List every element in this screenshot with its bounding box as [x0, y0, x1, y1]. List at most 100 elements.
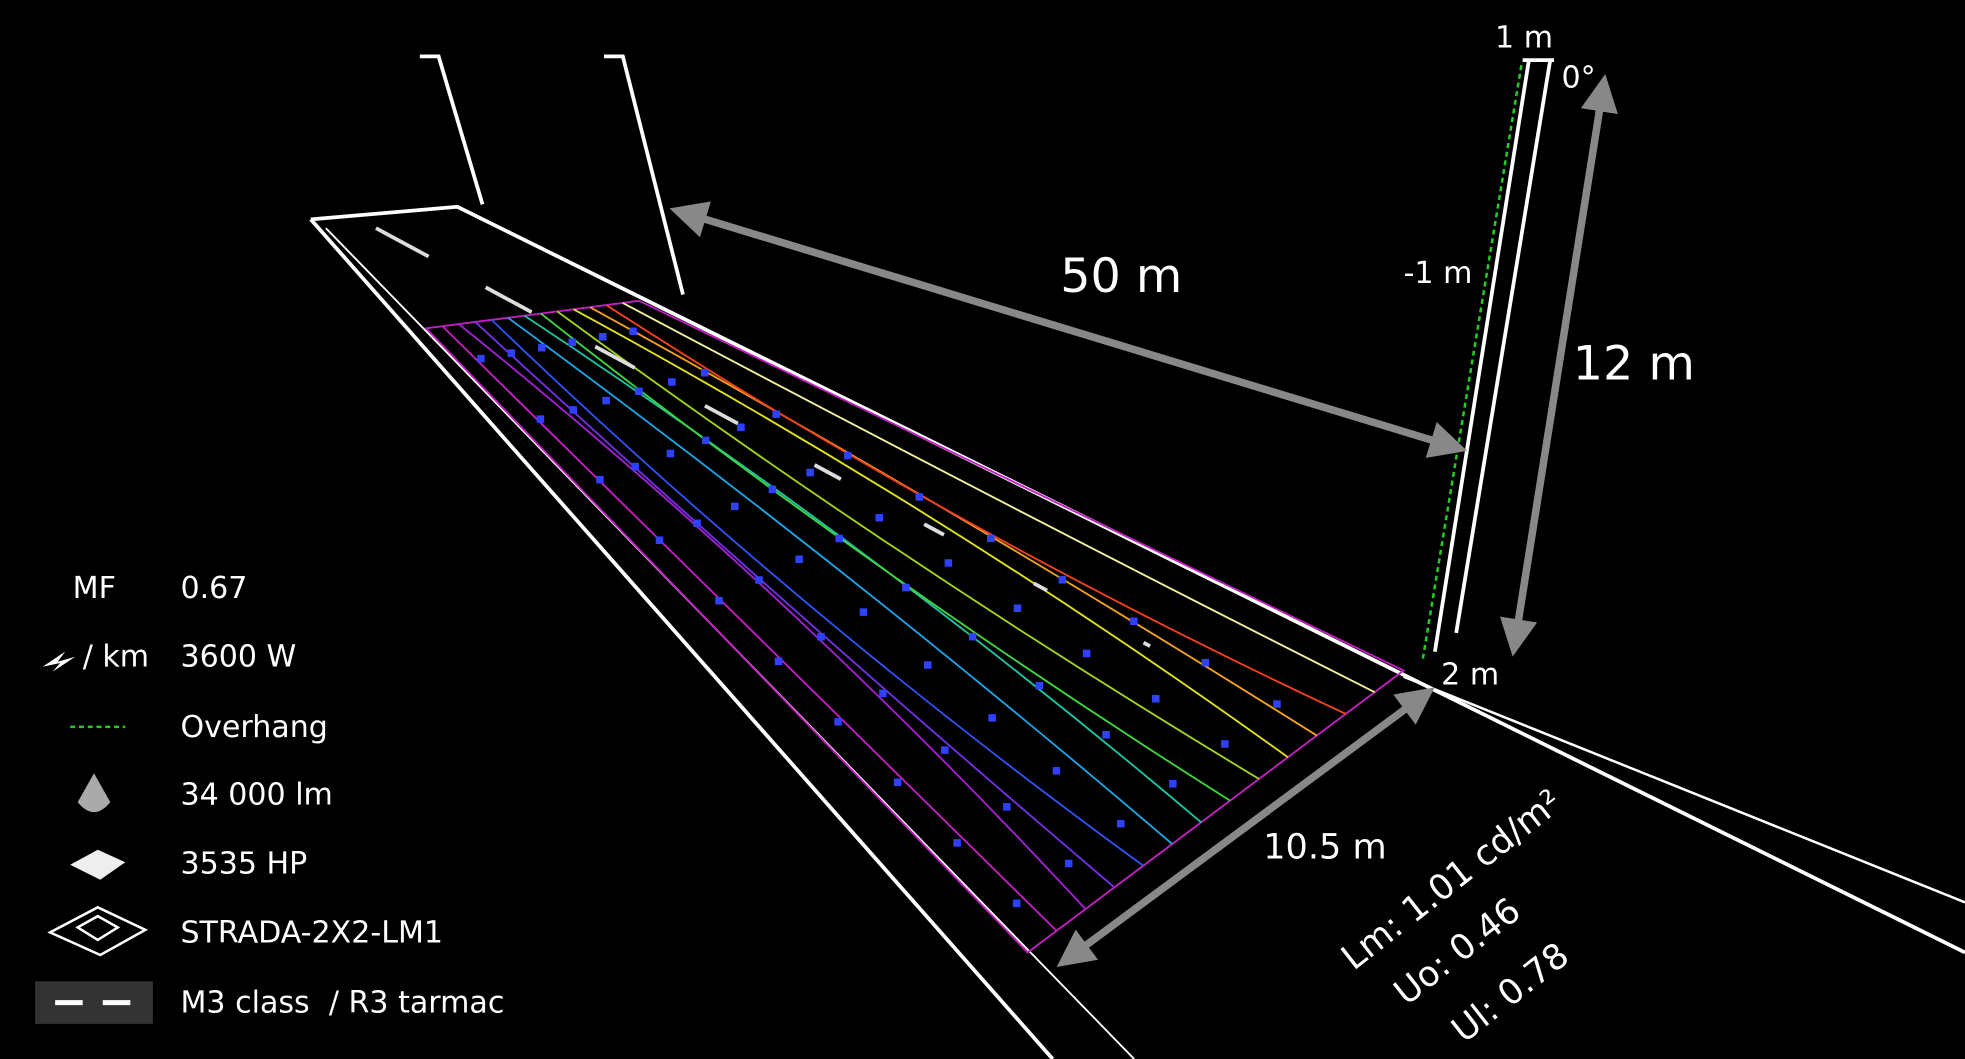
calculation-grid — [424, 299, 1406, 954]
grid-point — [774, 657, 783, 666]
grid-point — [568, 338, 576, 347]
grid-point — [875, 513, 883, 522]
legend: MF 0.67 / km 3600 W Overhang 34 000 lm 3… — [35, 571, 504, 1024]
legend-value: 34 000 lm — [180, 778, 332, 813]
post — [419, 54, 485, 205]
height-arrow — [1500, 74, 1618, 657]
grid-point — [737, 423, 745, 432]
road — [309, 54, 1965, 1059]
legend-key: / km — [83, 640, 149, 675]
grid-point — [1169, 780, 1177, 788]
grid-point — [755, 576, 763, 584]
grid-point — [1058, 576, 1067, 584]
grid-point — [536, 415, 545, 423]
grid-point — [701, 436, 710, 445]
grid-point — [1052, 767, 1061, 775]
road-class-icon — [35, 981, 153, 1024]
road-far-edge — [310, 204, 1965, 955]
grid-point — [1102, 730, 1110, 739]
power-icon — [42, 651, 76, 672]
grid-point — [893, 778, 902, 787]
lane-dash — [1032, 581, 1048, 593]
grid-point — [987, 534, 995, 543]
grid-point — [635, 387, 643, 396]
grid-point — [772, 410, 780, 418]
grid-point — [731, 502, 739, 511]
legend-value: M3 class / R3 tarmac — [180, 986, 504, 1021]
width-label: 10.5 m — [1263, 826, 1386, 867]
grid-point — [879, 689, 887, 698]
grid-point — [915, 493, 924, 501]
grid-point — [806, 468, 814, 477]
isoline — [474, 321, 1115, 889]
flux-icon — [77, 773, 111, 813]
grid-point — [1201, 658, 1210, 667]
grid-point — [538, 343, 546, 352]
spacing-label: 50 m — [1060, 249, 1182, 304]
grid-point — [598, 333, 607, 341]
isolines — [441, 302, 1376, 932]
lane-dash — [484, 285, 533, 314]
grid-point — [859, 608, 868, 616]
grid-point — [693, 519, 701, 528]
grid-point — [1012, 899, 1021, 908]
lane-dash — [1142, 640, 1152, 648]
grid-point — [602, 396, 610, 405]
grid-point — [1117, 819, 1125, 828]
grid-point — [944, 559, 953, 567]
width-arrow — [1056, 687, 1435, 967]
grid-point — [715, 596, 723, 605]
isoline — [441, 325, 1058, 932]
legend-value: 0.67 — [180, 571, 247, 606]
grid-point — [631, 462, 639, 471]
grid-point — [1064, 859, 1073, 868]
road-near-edge — [309, 218, 1055, 1059]
grid-point — [924, 661, 932, 669]
grid-point — [902, 583, 910, 592]
legend-value: 3600 W — [180, 640, 296, 675]
grid-point — [668, 378, 676, 386]
grid-point — [596, 475, 604, 484]
tilt-label: 0° — [1561, 61, 1595, 96]
grid-point — [795, 555, 803, 564]
grid-point — [768, 485, 777, 494]
setback-label: 2 m — [1441, 657, 1499, 692]
height-label: 12 m — [1573, 337, 1695, 392]
grid-point — [1151, 694, 1160, 703]
grid-point — [507, 349, 516, 357]
grid-point — [968, 632, 977, 641]
lane-dash — [813, 463, 842, 481]
grid-point — [1082, 649, 1091, 658]
grid-point — [569, 406, 578, 414]
legend-value: 3535 HP — [180, 847, 307, 882]
isoline — [458, 323, 1087, 910]
luminaire-icon — [47, 905, 149, 957]
grid-point — [700, 368, 709, 377]
lane-dash — [594, 344, 636, 370]
road-far-kerb — [1403, 675, 1965, 904]
grid-point — [1273, 700, 1281, 708]
grid-point — [817, 632, 825, 641]
legend-value: Overhang — [180, 710, 327, 745]
pole-top-label: 1 m — [1495, 21, 1553, 56]
grid-point — [666, 449, 675, 458]
grid-point — [953, 839, 961, 847]
lane-dash — [375, 226, 430, 259]
grid-point — [988, 714, 996, 722]
grid-point — [655, 536, 664, 544]
lamp-icon — [70, 849, 126, 880]
grid-point — [843, 451, 852, 460]
isoline — [490, 319, 1144, 867]
legend-value: STRADA-2X2-LM1 — [180, 915, 443, 950]
post — [604, 54, 685, 295]
grid-point — [1221, 740, 1229, 748]
grid-point — [1035, 681, 1044, 690]
grid-point — [477, 354, 485, 363]
grid-point — [1003, 803, 1011, 811]
grid-point — [834, 718, 842, 726]
lane-dash — [923, 522, 945, 537]
spacing-arrow — [669, 201, 1468, 458]
grid-point — [1013, 604, 1022, 612]
